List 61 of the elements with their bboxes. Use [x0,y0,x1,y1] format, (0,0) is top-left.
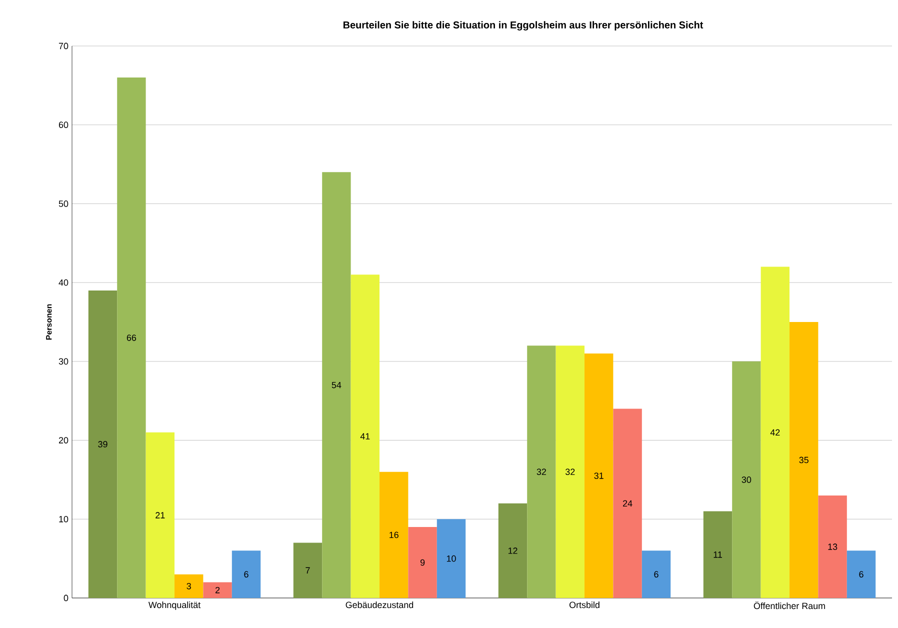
data-label: 30 [742,476,752,483]
bar [846,550,876,598]
data-label: 32 [536,468,546,475]
y-tick-label: 70 [58,42,68,50]
data-label: 24 [623,500,632,506]
data-label: 13 [828,544,838,550]
y-tick-label: 40 [58,279,68,286]
bar [527,346,556,598]
bar [556,346,585,598]
y-tick-label: 20 [58,437,68,444]
bar [146,432,175,598]
bar [584,354,614,598]
bar [436,519,466,598]
data-label: 66 [126,334,136,341]
data-label: 2 [216,586,220,594]
data-label: 41 [360,433,370,440]
bar [642,550,671,598]
data-label: 10 [446,555,456,562]
data-label: 3 [186,582,191,590]
data-label: 9 [420,559,425,566]
data-label: 21 [156,512,165,518]
x-tick-label: Öffentlicher Raum [754,602,825,610]
data-label: 11 [714,552,722,558]
data-label: 6 [859,571,864,578]
data-label: 32 [566,468,575,475]
data-label: 39 [98,441,108,448]
chart-title: Beurteilen Sie bitte die Situation in Eggolsheim aus Ihrer persönlichen Sicht [343,21,704,30]
y-tick-label: 60 [58,122,68,128]
data-label: 6 [244,571,248,578]
bar [790,322,818,598]
data-label: 7 [306,567,310,574]
x-tick-label: Gebäudezustand [346,602,414,608]
bar [498,503,528,598]
bar [322,172,351,598]
y-tick-label: 30 [58,358,68,365]
bar [293,542,322,598]
data-label: 6 [654,571,658,578]
data-label: 35 [799,456,808,464]
data-label: 42 [770,429,780,436]
bar [760,266,790,598]
data-label: 31 [594,472,604,479]
bar [232,550,261,598]
bar [732,361,761,598]
x-tick-label: Ortsbild [569,602,600,608]
bar [380,472,408,598]
y-tick-label: 0 [64,594,68,602]
data-label: 54 [332,382,342,388]
y-tick-label: 50 [58,200,68,207]
bar [613,408,642,598]
y-tick-label: 10 [59,516,68,522]
bar [203,582,232,598]
bar [703,511,732,598]
bar [174,574,204,598]
data-label: 12 [508,548,518,554]
x-tick-label: Wohnqualität [148,602,201,610]
bar [350,274,380,598]
bar [818,495,847,598]
data-label: 16 [390,532,398,538]
bar [88,290,118,598]
bar [117,78,146,598]
bar [408,527,437,598]
